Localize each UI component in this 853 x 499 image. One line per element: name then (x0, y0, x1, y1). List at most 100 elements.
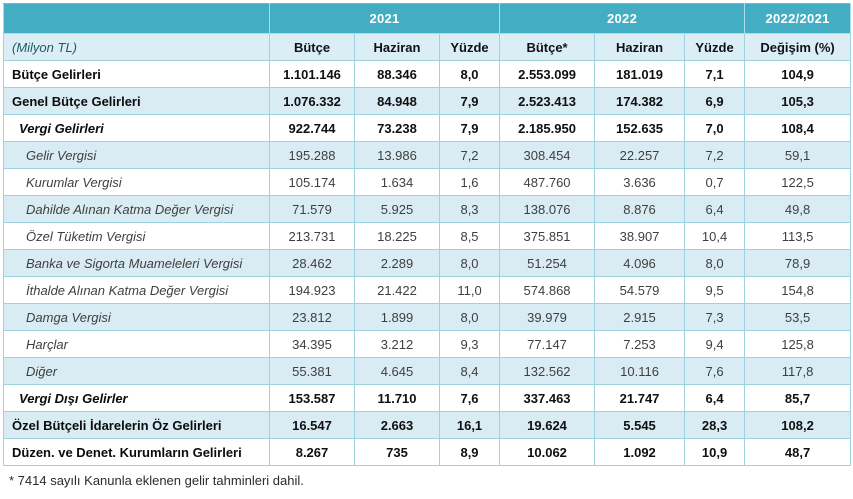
cell-value: 574.868 (499, 276, 596, 304)
cell-value: 59,1 (744, 141, 852, 169)
cell-value: 3.636 (594, 168, 686, 196)
cell-value: 7,1 (684, 60, 746, 88)
col-header-butce-2021: Bütçe (269, 33, 355, 61)
cell-value: 2.553.099 (499, 60, 596, 88)
cell-value: 181.019 (594, 60, 686, 88)
cell-value: 125,8 (744, 330, 852, 358)
cell-value: 487.760 (499, 168, 596, 196)
cell-value: 117,8 (744, 357, 852, 385)
cell-value: 8,3 (438, 195, 501, 223)
table-row: Özel Tüketim Vergisi 213.731 18.225 8,5 375.… (3, 222, 852, 250)
cell-value: 174.382 (594, 87, 686, 115)
cell-value: 8,5 (438, 222, 501, 250)
col-header-yuzde-2021: Yüzde (438, 33, 501, 61)
cell-value: 194.923 (269, 276, 355, 304)
row-label: Dahilde Alınan Katma Değer Vergisi (3, 195, 270, 223)
row-label: Banka ve Sigorta Muameleleri Vergisi (3, 249, 270, 277)
cell-value: 11,0 (438, 276, 501, 304)
col-header-butce-2022: Bütçe* (499, 33, 596, 61)
cell-value: 8.267 (269, 438, 355, 466)
corner-cell (3, 3, 270, 34)
table-row: Genel Bütçe Gelirleri 1.076.332 84.948 7,9 2… (3, 87, 852, 115)
cell-value: 337.463 (499, 384, 596, 412)
row-label: İthalde Alınan Katma Değer Vergisi (3, 276, 270, 304)
cell-value: 34.395 (269, 330, 355, 358)
cell-value: 3.212 (354, 330, 440, 358)
cell-value: 104,9 (744, 60, 852, 88)
report-page: 2021 2022 2022/2021 (Milyon TL) Bütçe Ha… (3, 3, 852, 488)
cell-value: 7,2 (684, 141, 746, 169)
table-row: İthalde Alınan Katma Değer Vergisi 194.92… (3, 276, 852, 304)
table-row: Dahilde Alınan Katma Değer Vergisi 71.579… (3, 195, 852, 223)
cell-value: 1.092 (594, 438, 686, 466)
cell-value: 21.747 (594, 384, 686, 412)
cell-value: 7,2 (438, 141, 501, 169)
cell-value: 922.744 (269, 114, 355, 142)
cell-value: 10,4 (684, 222, 746, 250)
table-row: Diğer 55.381 4.645 8,4 132.562 10.116 7,6 117,8 (3, 357, 852, 385)
cell-value: 39.979 (499, 303, 596, 331)
cell-value: 105,3 (744, 87, 852, 115)
cell-value: 1.634 (354, 168, 440, 196)
cell-value: 7,0 (684, 114, 746, 142)
cell-value: 71.579 (269, 195, 355, 223)
cell-value: 51.254 (499, 249, 596, 277)
cell-value: 78,9 (744, 249, 852, 277)
unit-label: (Milyon TL) (3, 33, 270, 61)
table-row: Bütçe Gelirleri 1.101.146 88.346 8,0 2.553.0… (3, 60, 852, 88)
cell-value: 18.225 (354, 222, 440, 250)
year-2022-header: 2022 (499, 3, 746, 34)
row-label: Diğer (3, 357, 270, 385)
cell-value: 2.663 (354, 411, 440, 439)
cell-value: 7,9 (438, 87, 501, 115)
row-label: Kurumlar Vergisi (3, 168, 270, 196)
cell-value: 1.076.332 (269, 87, 355, 115)
cell-value: 105.174 (269, 168, 355, 196)
cell-value: 11.710 (354, 384, 440, 412)
cell-value: 6,9 (684, 87, 746, 115)
cell-value: 49,8 (744, 195, 852, 223)
cell-value: 8,4 (438, 357, 501, 385)
cell-value: 7,9 (438, 114, 501, 142)
cell-value: 735 (354, 438, 440, 466)
column-header-row: (Milyon TL) Bütçe Haziran Yüzde Bütçe* H… (3, 33, 852, 61)
row-label: Gelir Vergisi (3, 141, 270, 169)
cell-value: 8,9 (438, 438, 501, 466)
cell-value: 122,5 (744, 168, 852, 196)
year-header-row: 2021 2022 2022/2021 (3, 3, 852, 34)
cell-value: 10.116 (594, 357, 686, 385)
cell-value: 5.925 (354, 195, 440, 223)
cell-value: 1,6 (438, 168, 501, 196)
cell-value: 9,4 (684, 330, 746, 358)
cell-value: 6,4 (684, 195, 746, 223)
cell-value: 2.523.413 (499, 87, 596, 115)
table-row: Banka ve Sigorta Muameleleri Vergisi 28.4… (3, 249, 852, 277)
cell-value: 5.545 (594, 411, 686, 439)
cell-value: 2.915 (594, 303, 686, 331)
cell-value: 1.899 (354, 303, 440, 331)
table-row: Kurumlar Vergisi 105.174 1.634 1,6 487.760 3.… (3, 168, 852, 196)
cell-value: 153.587 (269, 384, 355, 412)
cell-value: 4.645 (354, 357, 440, 385)
cell-value: 19.624 (499, 411, 596, 439)
col-header-haziran-2022: Haziran (594, 33, 686, 61)
cell-value: 213.731 (269, 222, 355, 250)
cell-value: 0,7 (684, 168, 746, 196)
table-row: Vergi Gelirleri 922.744 73.238 7,9 2.185.950… (3, 114, 852, 142)
cell-value: 8,0 (438, 249, 501, 277)
cell-value: 16.547 (269, 411, 355, 439)
cell-value: 2.289 (354, 249, 440, 277)
row-label: Özel Bütçeli İdarelerin Öz Gelirleri (3, 411, 270, 439)
cell-value: 85,7 (744, 384, 852, 412)
cell-value: 48,7 (744, 438, 852, 466)
row-label: Damga Vergisi (3, 303, 270, 331)
row-label: Vergi Gelirleri (3, 114, 270, 142)
cell-value: 28.462 (269, 249, 355, 277)
cell-value: 152.635 (594, 114, 686, 142)
cell-value: 21.422 (354, 276, 440, 304)
cell-value: 73.238 (354, 114, 440, 142)
cell-value: 8,0 (438, 60, 501, 88)
cell-value: 55.381 (269, 357, 355, 385)
cell-value: 13.986 (354, 141, 440, 169)
table-row: Düzen. ve Denet. Kurumların Gelirleri 8.2… (3, 438, 852, 466)
